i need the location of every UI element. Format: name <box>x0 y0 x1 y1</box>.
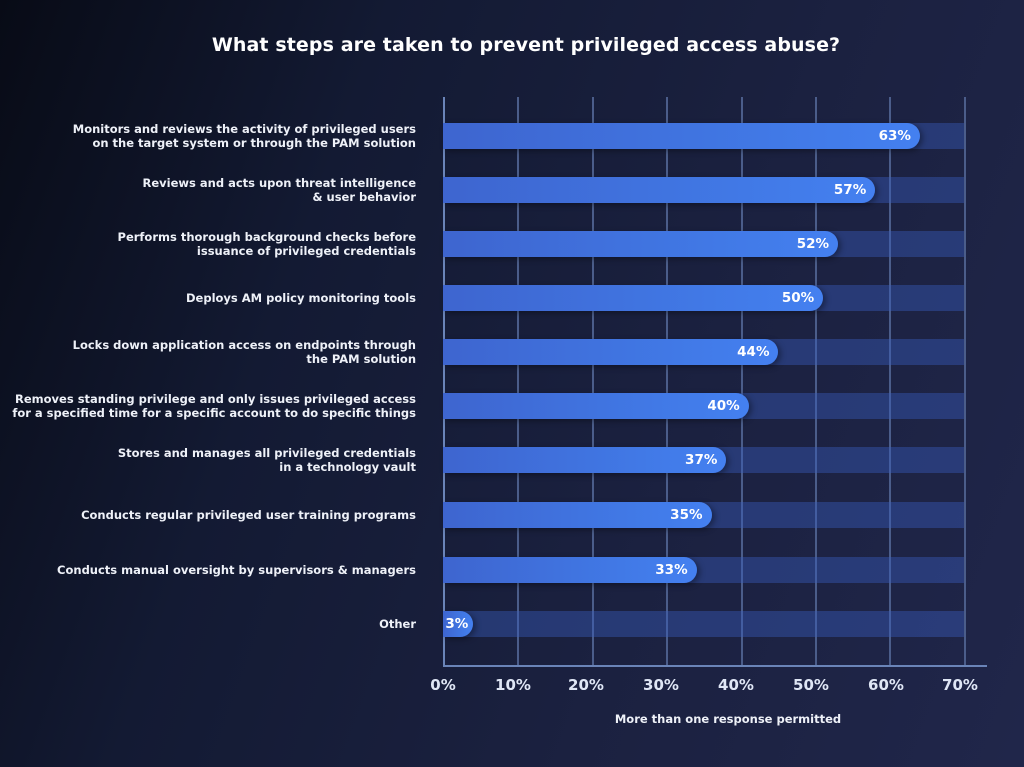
category-label: Performs thorough background checks befo… <box>0 230 416 258</box>
bar-value-label: 3% <box>445 616 469 632</box>
bar-track <box>443 611 964 637</box>
x-tick-label: 40% <box>718 676 754 694</box>
bar: 40% <box>443 393 749 419</box>
label-line: Stores and manages all privileged creden… <box>117 446 416 460</box>
bar-value-label: 35% <box>670 507 703 523</box>
gridline-30 <box>666 97 668 666</box>
bar-value-label: 44% <box>737 344 770 360</box>
bar: 3% <box>443 611 474 637</box>
bar: 63% <box>443 123 920 149</box>
category-label: Monitors and reviews the activity of pri… <box>0 122 416 150</box>
category-label: Stores and manages all privileged creden… <box>0 446 416 474</box>
label-line: in a technology vault <box>279 460 416 474</box>
category-label: Deploys AM policy monitoring tools <box>0 291 416 305</box>
gridline-50 <box>815 97 817 666</box>
bar-value-label: 52% <box>796 236 830 252</box>
category-label: Removes standing privilege and only issu… <box>0 392 416 420</box>
x-tick-label: 20% <box>568 676 604 694</box>
x-tick-label: 60% <box>868 676 904 694</box>
gridline-10 <box>517 97 519 666</box>
x-tick-label: 50% <box>793 676 829 694</box>
y-axis-line <box>443 97 445 666</box>
x-axis-line <box>443 665 987 667</box>
label-line: Reviews and acts upon threat intelligenc… <box>142 176 416 190</box>
bar: 33% <box>443 557 697 583</box>
x-tick-label: 70% <box>942 676 978 694</box>
bar-value-label: 40% <box>707 398 740 414</box>
label-line: & user behavior <box>312 190 416 204</box>
category-label: Conducts regular privileged user trainin… <box>0 508 416 522</box>
label-line: Removes standing privilege and only issu… <box>15 392 416 406</box>
label-line: Performs thorough background checks befo… <box>117 230 416 244</box>
bar-value-label: 33% <box>655 562 688 578</box>
label-line: Monitors and reviews the activity of pri… <box>72 122 416 136</box>
bar: 52% <box>443 231 839 257</box>
label-line: on the target system or through the PAM … <box>92 136 416 150</box>
category-label: Reviews and acts upon threat intelligenc… <box>0 176 416 204</box>
gridline-40 <box>741 97 743 666</box>
bar-value-label: 50% <box>781 290 815 306</box>
category-label: Other <box>0 617 416 631</box>
label-line: Deploys AM policy monitoring tools <box>186 291 416 305</box>
bar: 37% <box>443 447 727 473</box>
bar-value-label: 57% <box>833 182 867 198</box>
bar: 50% <box>443 285 824 311</box>
category-label: Conducts manual oversight by supervisors… <box>0 563 416 577</box>
bar: 44% <box>443 339 779 365</box>
chart-title: What steps are taken to prevent privileg… <box>211 34 841 56</box>
footnote: More than one response permitted <box>614 712 842 726</box>
bar-value-label: 63% <box>878 128 911 144</box>
bar: 35% <box>443 502 712 528</box>
gridline-20 <box>592 97 594 666</box>
gridline-70 <box>964 97 966 666</box>
label-line: issuance of privileged credentials <box>196 244 416 258</box>
label-line: Conducts regular privileged user trainin… <box>81 508 416 522</box>
x-tick-label: 0% <box>430 676 456 694</box>
gridline-60 <box>889 97 891 666</box>
bar-value-label: 37% <box>685 452 718 468</box>
category-label: Locks down application access on endpoin… <box>0 338 416 366</box>
x-tick-label: 30% <box>643 676 679 694</box>
label-line: Conducts manual oversight by supervisors… <box>57 563 416 577</box>
x-tick-label: 10% <box>495 676 531 694</box>
label-line: Locks down application access on endpoin… <box>72 338 416 352</box>
label-line: Other <box>379 617 416 631</box>
bar: 57% <box>443 177 876 203</box>
label-line: the PAM solution <box>306 352 416 366</box>
label-line: for a specified time for a specific acco… <box>12 406 416 420</box>
